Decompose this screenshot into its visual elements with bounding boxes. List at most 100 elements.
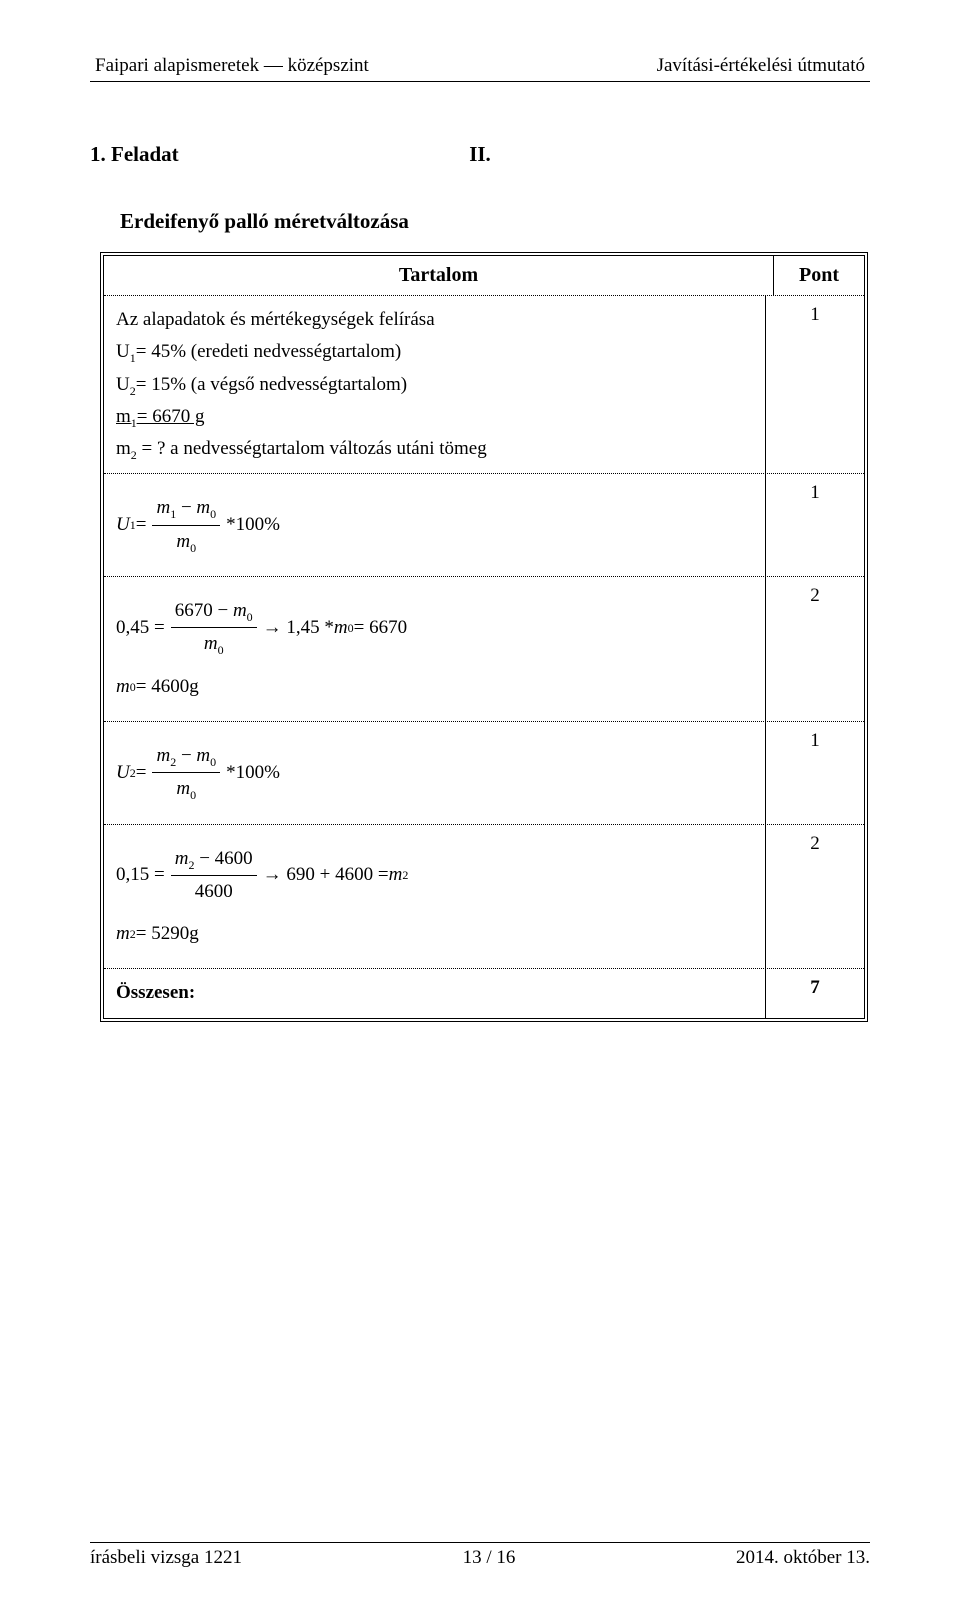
equation: U1 = m1 − m0 m0 *100% — [116, 492, 753, 558]
equation: 0,15 = m2 − 4600 4600 → 690 + 4600 = m2 — [116, 843, 753, 909]
footer-row: írásbeli vizsga 1221 13 / 16 2014. októb… — [90, 1543, 870, 1569]
cell-content: 0,45 = 6670 − m0 m0 → 1,45 * m0 = 6670 m… — [104, 577, 766, 721]
txt: = 4600g — [136, 671, 199, 703]
txt: = 5290g — [136, 918, 199, 950]
tail: *100% — [226, 757, 280, 789]
equation: m2 = 5290g — [116, 918, 753, 950]
footer-center: 13 / 16 — [463, 1547, 516, 1569]
lhs: 0,45 = — [116, 612, 165, 644]
lhs: 0,15 = — [116, 859, 165, 891]
fraction: m2 − 4600 4600 — [171, 843, 257, 909]
cell-content: U2 = m2 − m0 m0 *100% — [104, 722, 766, 824]
txt: 6670 − — [175, 600, 233, 621]
sym: m — [233, 600, 247, 621]
fraction: 6670 − m0 m0 — [171, 595, 257, 661]
solution-table: Tartalom Pont Az alapadatok és mértékegy… — [100, 252, 868, 1022]
table-header-row: Tartalom Pont — [104, 256, 864, 295]
sym: m — [116, 406, 131, 427]
header-left: Faipari alapismeretek — középszint — [95, 55, 369, 77]
equation: m0 = 4600g — [116, 671, 753, 703]
sub: 0 — [247, 610, 253, 624]
denominator: m0 — [200, 628, 228, 660]
sym: m — [204, 633, 218, 654]
numerator: m2 − m0 — [152, 740, 220, 772]
section-roman: II. — [469, 142, 491, 167]
table-row: 0,45 = 6670 − m0 m0 → 1,45 * m0 = 6670 m… — [104, 576, 864, 721]
txt: = ? a nedvességtartalom változás utáni t… — [137, 438, 487, 459]
task-number: 1. Feladat — [90, 142, 179, 167]
minus: − — [176, 745, 196, 766]
arrow: → 1,45 * — [263, 612, 334, 644]
eq-sign: = — [136, 509, 147, 541]
sym: m — [156, 745, 170, 766]
sub: 0 — [210, 507, 216, 521]
sym: m — [389, 859, 403, 891]
cell-content: 0,15 = m2 − 4600 4600 → 690 + 4600 = m2 … — [104, 825, 766, 969]
footer-left: írásbeli vizsga 1221 — [90, 1547, 242, 1569]
cell-content: Az alapadatok és mértékegységek felírása… — [104, 296, 766, 473]
sym: m — [156, 497, 170, 518]
sym: m — [116, 671, 130, 703]
table-row: 0,15 = m2 − 4600 4600 → 690 + 4600 = m2 … — [104, 824, 864, 969]
given-line: m2 = ? a nedvességtartalom változás után… — [116, 433, 753, 465]
sym: m — [175, 848, 189, 869]
cell-points: 1 — [766, 722, 864, 824]
sym: U — [116, 509, 130, 541]
sym: m — [334, 612, 348, 644]
sym: U — [116, 341, 130, 362]
sym: m — [116, 918, 130, 950]
sym: m — [196, 745, 210, 766]
sub: 0 — [190, 788, 196, 802]
header-right: Javítási-értékelési útmutató — [657, 55, 865, 77]
eq-sign: = — [136, 757, 147, 789]
sym: m — [196, 497, 210, 518]
txt: = 45% (eredeti nedvességtartalom) — [136, 341, 402, 362]
given-heading: Az alapadatok és mértékegységek felírása — [116, 304, 753, 336]
cell-points: 2 — [766, 825, 864, 969]
page: Faipari alapismeretek — középszint Javít… — [0, 0, 960, 1617]
page-footer: írásbeli vizsga 1221 13 / 16 2014. októb… — [90, 1542, 870, 1569]
total-value: 7 — [766, 969, 864, 1017]
txt: = 15% (a végső nedvességtartalom) — [136, 374, 407, 395]
sym: m — [116, 438, 131, 459]
sym: U — [116, 757, 130, 789]
cell-content: U1 = m1 − m0 m0 *100% — [104, 474, 766, 576]
txt: − 4600 — [194, 848, 252, 869]
section-row: 1. Feladat II. — [90, 142, 870, 174]
tail: = 6670 — [354, 612, 407, 644]
table-row: U2 = m2 − m0 m0 *100% 1 — [104, 721, 864, 824]
numerator: 6670 − m0 — [171, 595, 257, 627]
cell-points: 1 — [766, 474, 864, 576]
sub: 0 — [218, 643, 224, 657]
footer-right: 2014. október 13. — [736, 1547, 870, 1569]
denominator: 4600 — [191, 876, 237, 908]
txt: = 6670 g — [137, 406, 205, 427]
sub: 0 — [190, 541, 196, 555]
sub: 2 — [402, 865, 408, 885]
table-row: Az alapadatok és mértékegységek felírása… — [104, 295, 864, 473]
col-points: Pont — [774, 256, 864, 295]
cell-points: 2 — [766, 577, 864, 721]
given-line: U1= 45% (eredeti nedvességtartalom) — [116, 336, 753, 368]
numerator: m1 − m0 — [152, 492, 220, 524]
col-content: Tartalom — [104, 256, 774, 295]
total-label: Összesen: — [104, 969, 766, 1017]
sym: m — [176, 778, 190, 799]
denominator: m0 — [172, 773, 200, 805]
task-subheading: Erdeifenyő palló méretváltozása — [120, 209, 870, 234]
tail: *100% — [226, 509, 280, 541]
fraction: m1 − m0 m0 — [152, 492, 220, 558]
numerator: m2 − 4600 — [171, 843, 257, 875]
sym: m — [176, 531, 190, 552]
sub: 0 — [210, 755, 216, 769]
table-row: U1 = m1 − m0 m0 *100% 1 — [104, 473, 864, 576]
equation: U2 = m2 − m0 m0 *100% — [116, 740, 753, 806]
minus: − — [176, 497, 196, 518]
cell-points: 1 — [766, 296, 864, 473]
header-rule — [90, 81, 870, 82]
total-row: Összesen: 7 — [104, 968, 864, 1017]
page-header: Faipari alapismeretek — középszint Javít… — [90, 55, 870, 81]
given-line: m1= 6670 g — [116, 401, 753, 433]
equation: 0,45 = 6670 − m0 m0 → 1,45 * m0 = 6670 — [116, 595, 753, 661]
given-line: U2= 15% (a végső nedvességtartalom) — [116, 369, 753, 401]
